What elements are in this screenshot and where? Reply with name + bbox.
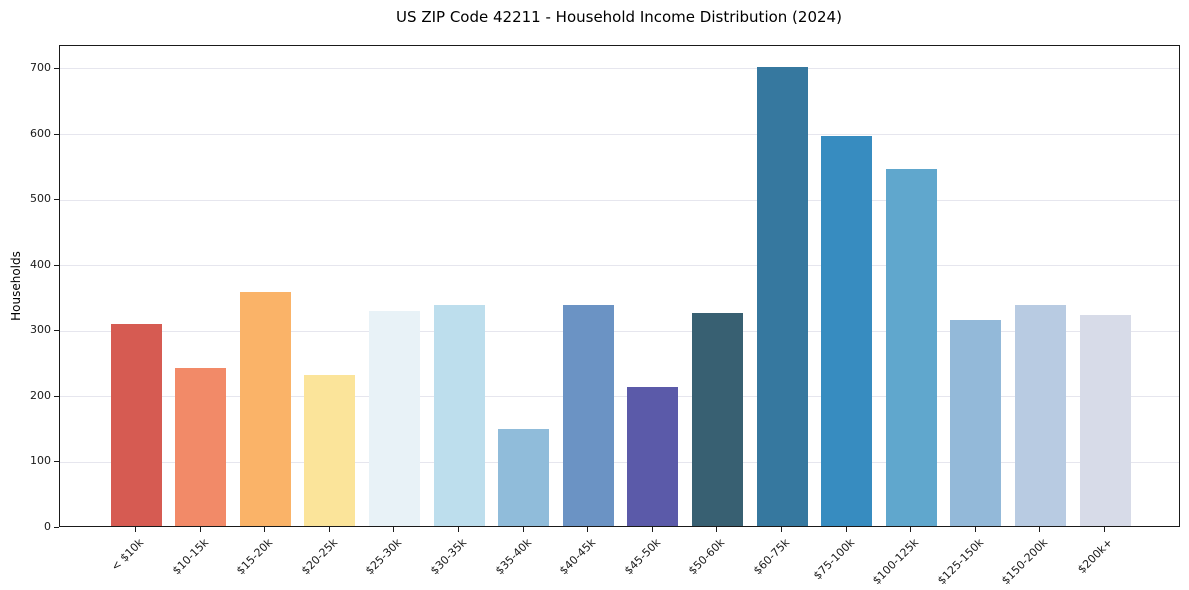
gridline bbox=[60, 134, 1179, 136]
y-tick-mark bbox=[54, 199, 59, 201]
x-tick-mark bbox=[458, 527, 459, 532]
x-tick-mark bbox=[781, 527, 782, 532]
x-tick-label: $15-20k bbox=[234, 536, 276, 578]
x-tick-label: $60-75k bbox=[750, 536, 793, 578]
x-tick-label: $40-45k bbox=[557, 536, 599, 578]
gridline bbox=[60, 461, 1179, 463]
gridline bbox=[60, 265, 1179, 267]
x-tick-mark bbox=[1104, 527, 1105, 532]
x-tick-mark bbox=[1039, 527, 1041, 532]
bar bbox=[498, 428, 550, 526]
x-tick-label: $10-15k bbox=[169, 536, 211, 578]
x-tick-label: $20-25k bbox=[298, 536, 340, 578]
x-tick-label: $25-30k bbox=[363, 536, 405, 578]
y-tick-mark bbox=[54, 461, 59, 463]
x-tick-mark bbox=[910, 527, 912, 532]
y-tick-label: 300 bbox=[30, 323, 51, 337]
y-tick-label: 200 bbox=[30, 388, 51, 402]
chart-title: US ZIP Code 42211 - Household Income Dis… bbox=[396, 8, 842, 26]
y-tick-label: 600 bbox=[30, 126, 51, 140]
y-tick-mark bbox=[54, 527, 59, 528]
x-tick-mark bbox=[587, 527, 589, 532]
bar bbox=[821, 135, 873, 526]
y-tick-label: 0 bbox=[44, 520, 51, 533]
y-tick-label: 500 bbox=[30, 192, 51, 206]
x-tick-mark bbox=[264, 527, 266, 532]
x-tick-label: < $10k bbox=[108, 536, 147, 574]
y-tick-mark bbox=[54, 264, 59, 266]
x-tick-label: $45-50k bbox=[621, 536, 663, 578]
x-tick-label: $150-200k bbox=[999, 536, 1051, 588]
x-tick-label: $75-100k bbox=[810, 536, 857, 583]
bar bbox=[304, 375, 356, 526]
x-tick-label: $125-150k bbox=[934, 536, 986, 588]
bar bbox=[562, 305, 614, 526]
y-tick-mark bbox=[54, 395, 59, 397]
bar bbox=[1079, 314, 1131, 526]
plot-area bbox=[59, 45, 1180, 527]
x-tick-label: $30-35k bbox=[427, 536, 470, 578]
bar bbox=[433, 305, 485, 526]
x-tick-mark bbox=[135, 527, 136, 532]
x-tick-mark bbox=[522, 527, 524, 532]
x-tick-mark bbox=[974, 527, 976, 532]
y-tick-mark bbox=[54, 330, 59, 332]
x-tick-label: $200k+ bbox=[1075, 536, 1116, 577]
x-tick-mark bbox=[716, 527, 718, 532]
gridline bbox=[60, 68, 1179, 70]
x-tick-label: $50-60k bbox=[686, 536, 728, 578]
gridline bbox=[60, 330, 1179, 332]
bar bbox=[950, 320, 1002, 526]
x-tick-label: $100-125k bbox=[870, 536, 922, 588]
bar bbox=[691, 312, 743, 526]
gridline bbox=[60, 396, 1179, 398]
bar bbox=[368, 310, 420, 526]
x-tick-mark bbox=[393, 527, 395, 532]
x-tick-mark bbox=[199, 527, 201, 532]
bar bbox=[1014, 305, 1066, 526]
x-tick-label: $35-40k bbox=[492, 536, 534, 578]
x-tick-mark bbox=[328, 527, 330, 532]
y-tick-label: 700 bbox=[30, 60, 51, 74]
x-tick-mark bbox=[845, 527, 847, 532]
x-tick-mark bbox=[651, 527, 653, 532]
y-tick-mark bbox=[54, 133, 59, 135]
bar bbox=[627, 386, 679, 526]
gridline bbox=[60, 199, 1179, 201]
bar bbox=[756, 66, 808, 526]
y-tick-mark bbox=[54, 67, 59, 69]
y-tick-label: 400 bbox=[30, 257, 51, 271]
bar bbox=[239, 291, 291, 526]
bar bbox=[175, 367, 227, 526]
bar bbox=[885, 168, 937, 526]
bar bbox=[110, 324, 162, 526]
y-tick-label: 100 bbox=[30, 454, 51, 468]
